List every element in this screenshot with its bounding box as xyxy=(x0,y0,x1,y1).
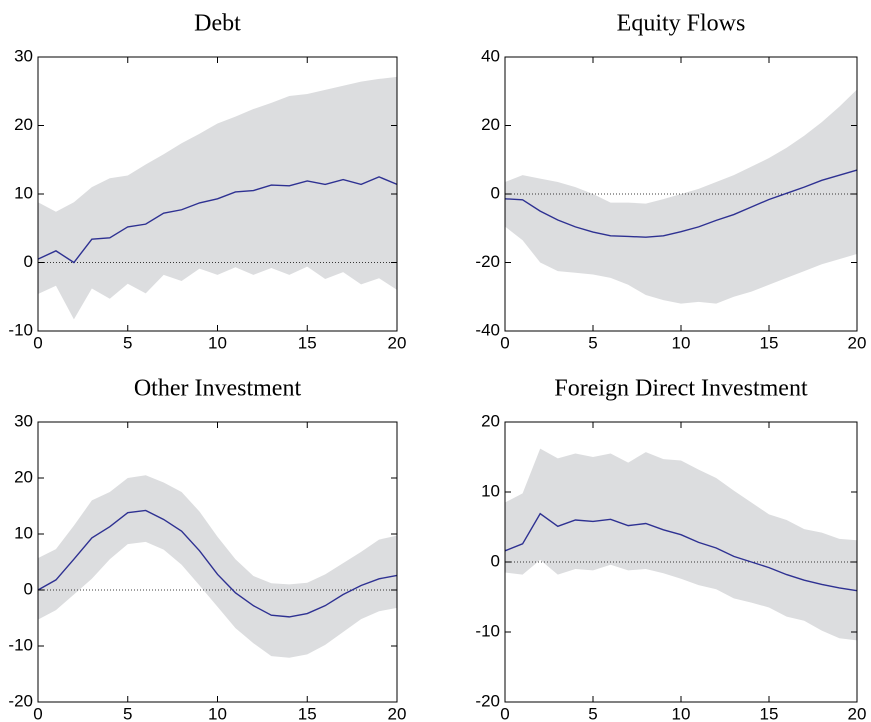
y-tick-label: 30 xyxy=(14,411,33,430)
y-tick-label: 10 xyxy=(14,523,33,542)
y-tick-label: 30 xyxy=(14,46,33,65)
y-tick-label: 40 xyxy=(481,46,500,65)
y-tick-label: -40 xyxy=(475,320,500,339)
x-tick-label: 5 xyxy=(123,704,132,722)
x-tick-label: 15 xyxy=(760,333,779,352)
y-tick-label: 20 xyxy=(481,115,500,134)
x-tick-label: 15 xyxy=(760,704,779,722)
y-tick-label: 0 xyxy=(491,183,500,202)
x-tick-label: 0 xyxy=(33,333,42,352)
x-tick-label: 20 xyxy=(388,704,407,722)
x-tick-label: 10 xyxy=(208,704,227,722)
chart-title: Other Investment xyxy=(134,376,302,402)
y-tick-label: -20 xyxy=(475,691,500,710)
chart-title: Equity Flows xyxy=(617,11,746,37)
y-tick-label: -10 xyxy=(8,635,33,654)
y-tick-label: 0 xyxy=(24,252,33,271)
y-tick-label: 0 xyxy=(491,551,500,570)
chart-title: Foreign Direct Investment xyxy=(554,376,808,402)
confidence-band xyxy=(38,475,397,658)
x-tick-label: 20 xyxy=(848,704,867,722)
chart-title: Debt xyxy=(194,11,241,37)
y-tick-label: 10 xyxy=(481,481,500,500)
y-tick-label: 10 xyxy=(14,183,33,202)
x-tick-label: 20 xyxy=(388,333,407,352)
x-tick-label: 10 xyxy=(208,333,227,352)
y-tick-label: 20 xyxy=(481,411,500,430)
x-tick-label: 5 xyxy=(588,333,597,352)
y-tick-label: 20 xyxy=(14,467,33,486)
response-line xyxy=(504,512,858,592)
x-tick-label: 10 xyxy=(672,333,691,352)
response-line xyxy=(37,176,398,264)
confidence-band xyxy=(505,448,857,641)
y-tick-label: -10 xyxy=(475,621,500,640)
y-tick-label: -20 xyxy=(8,691,33,710)
x-tick-label: 0 xyxy=(500,704,509,722)
x-tick-label: 10 xyxy=(672,704,691,722)
y-tick-label: -10 xyxy=(8,320,33,339)
y-tick-label: -20 xyxy=(475,252,500,271)
response-line xyxy=(504,169,858,238)
x-tick-label: 5 xyxy=(588,704,597,722)
x-tick-label: 5 xyxy=(123,333,132,352)
x-tick-label: 20 xyxy=(848,333,867,352)
x-tick-label: 0 xyxy=(33,704,42,722)
x-tick-label: 15 xyxy=(298,704,317,722)
x-tick-label: 15 xyxy=(298,333,317,352)
x-tick-label: 0 xyxy=(500,333,509,352)
response-line xyxy=(37,509,398,618)
y-tick-label: 20 xyxy=(14,115,33,134)
y-tick-label: 0 xyxy=(24,579,33,598)
confidence-band xyxy=(505,89,857,304)
